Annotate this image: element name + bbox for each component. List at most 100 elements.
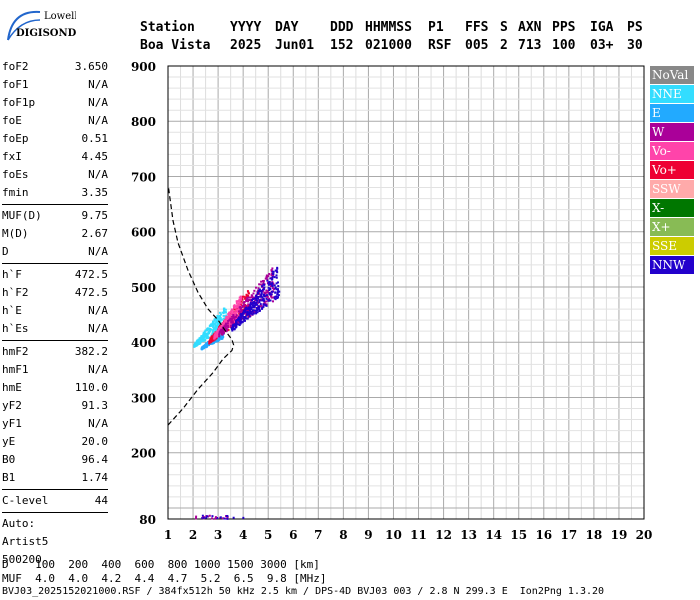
data-point bbox=[260, 305, 263, 308]
data-point bbox=[223, 310, 226, 313]
param-value: 3.650 bbox=[74, 60, 108, 73]
data-point bbox=[265, 297, 268, 300]
data-point bbox=[225, 315, 228, 318]
data-point bbox=[267, 286, 270, 289]
data-point bbox=[231, 329, 234, 332]
data-point bbox=[274, 298, 277, 301]
param-name: foF2 bbox=[2, 60, 29, 73]
param-name: D bbox=[2, 245, 9, 258]
y-tick-label: 400 bbox=[131, 336, 156, 350]
data-point bbox=[248, 298, 251, 301]
data-point bbox=[239, 302, 242, 305]
data-point bbox=[267, 297, 270, 300]
data-point bbox=[262, 293, 265, 296]
y-tick-label: 900 bbox=[131, 60, 156, 74]
data-point bbox=[243, 305, 246, 308]
data-point bbox=[227, 316, 230, 319]
param-name: M(D) bbox=[2, 227, 29, 240]
data-point bbox=[238, 318, 241, 321]
data-point bbox=[212, 339, 215, 342]
data-point bbox=[206, 329, 209, 332]
data-point bbox=[249, 301, 252, 304]
data-point bbox=[205, 337, 208, 340]
data-point bbox=[208, 342, 211, 345]
header-row2-cell: 2 bbox=[500, 38, 508, 53]
param-row: foEp 0.51 bbox=[2, 130, 108, 148]
data-point bbox=[257, 291, 260, 294]
data-point bbox=[216, 323, 219, 326]
data-point bbox=[209, 341, 212, 344]
y-tick-label: 600 bbox=[131, 226, 156, 240]
data-point bbox=[273, 284, 276, 287]
param-value: 1.74 bbox=[81, 471, 109, 484]
param-value: N/A bbox=[88, 363, 108, 376]
data-point bbox=[271, 287, 274, 290]
x-tick-label: 13 bbox=[460, 528, 477, 542]
data-point bbox=[238, 316, 241, 319]
data-point bbox=[223, 321, 226, 324]
data-point bbox=[266, 279, 269, 282]
param-row: hmE 110.0 bbox=[2, 379, 108, 397]
data-point bbox=[219, 320, 222, 323]
legend-item: NNW bbox=[650, 256, 694, 274]
data-point bbox=[249, 305, 252, 308]
param-row: MUF(D) 9.75 bbox=[2, 207, 108, 225]
data-point bbox=[213, 319, 216, 322]
data-point bbox=[227, 313, 230, 316]
data-point bbox=[269, 299, 272, 302]
parameters-panel: foF2 3.650 foF1 N/A foF1p N/A foE N/A foEp 0.51 fx… bbox=[2, 58, 108, 569]
param-value: 96.4 bbox=[81, 453, 109, 466]
data-point bbox=[254, 286, 257, 289]
data-point bbox=[226, 514, 229, 517]
param-value: 2.67 bbox=[81, 227, 109, 240]
data-point bbox=[225, 311, 228, 314]
data-point bbox=[257, 305, 260, 308]
data-point bbox=[215, 340, 218, 343]
data-point bbox=[246, 310, 249, 313]
data-point bbox=[238, 317, 241, 320]
data-point bbox=[216, 334, 219, 337]
data-point bbox=[202, 516, 205, 519]
data-point bbox=[268, 280, 271, 283]
data-point bbox=[277, 285, 280, 288]
data-point bbox=[240, 321, 243, 324]
param-value: N/A bbox=[88, 78, 108, 91]
param-value: 382.2 bbox=[74, 345, 108, 358]
data-point bbox=[249, 307, 252, 310]
data-point bbox=[271, 267, 274, 270]
data-point bbox=[211, 341, 214, 344]
data-point bbox=[226, 517, 229, 520]
data-point bbox=[230, 317, 233, 320]
x-tick-label: 2 bbox=[189, 528, 197, 542]
param-name: h`E bbox=[2, 304, 22, 317]
data-point bbox=[259, 283, 262, 286]
data-point bbox=[241, 298, 244, 301]
data-point bbox=[247, 300, 250, 303]
data-point bbox=[257, 287, 260, 290]
data-point bbox=[224, 315, 227, 318]
data-point bbox=[220, 337, 223, 340]
param-name: foE bbox=[2, 114, 22, 127]
param-row: yF2 91.3 bbox=[2, 397, 108, 415]
x-tick-label: 18 bbox=[586, 528, 603, 542]
data-point bbox=[252, 302, 255, 305]
data-point bbox=[216, 331, 219, 334]
param-name: yF2 bbox=[2, 399, 22, 412]
data-point bbox=[206, 515, 209, 518]
data-point bbox=[209, 339, 212, 342]
data-point bbox=[238, 323, 241, 326]
data-point bbox=[249, 310, 252, 313]
data-point bbox=[237, 304, 240, 307]
param-value: 472.5 bbox=[74, 286, 108, 299]
header-row1-cell: P1 bbox=[428, 20, 444, 35]
data-point bbox=[211, 342, 214, 345]
y-tick-label: 500 bbox=[131, 281, 156, 295]
param-value: 44 bbox=[94, 494, 108, 507]
x-tick-label: 3 bbox=[214, 528, 222, 542]
data-point bbox=[229, 317, 232, 320]
data-point bbox=[235, 309, 238, 312]
data-point bbox=[214, 516, 217, 519]
header-row2: Boa Vista 2025 Jun01 152 021000 RSF 005 2 713 100… bbox=[0, 38, 700, 54]
data-point bbox=[257, 297, 260, 300]
param-row: foE N/A bbox=[2, 112, 108, 130]
